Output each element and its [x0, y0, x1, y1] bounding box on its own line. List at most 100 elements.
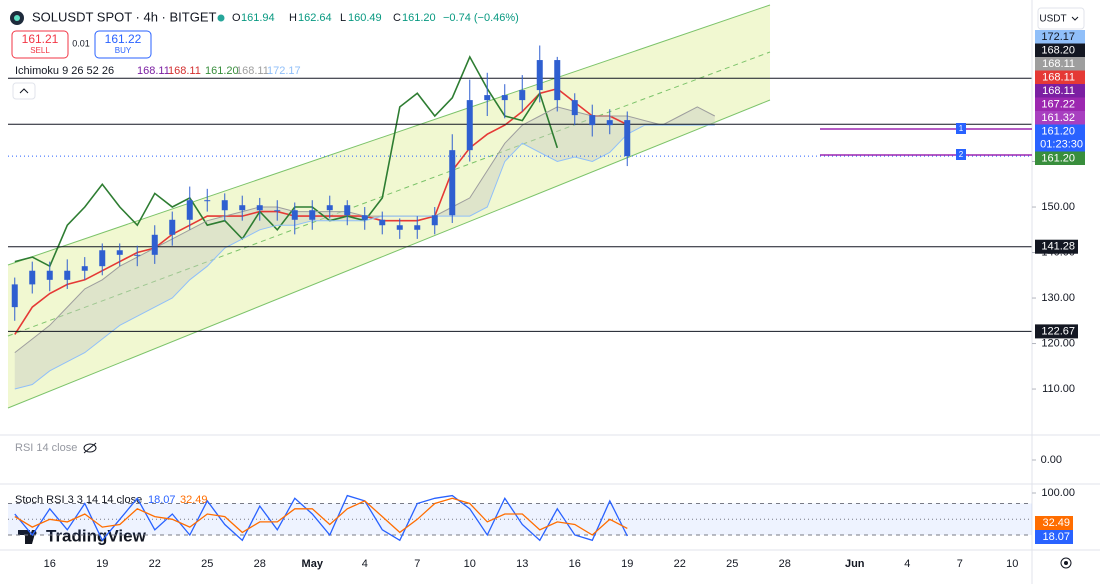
candle-body: [624, 120, 631, 157]
price-label: 168.11: [1042, 85, 1075, 97]
stoch-line: [14, 497, 628, 536]
price-label: 122.67: [1041, 325, 1075, 337]
candle-body: [606, 120, 613, 126]
x-tick-label: 19: [621, 558, 633, 570]
price-label-box: [1035, 151, 1085, 165]
candle-body: [396, 225, 403, 230]
x-tick-label: 25: [726, 558, 738, 570]
x-tick-label: 4: [362, 558, 368, 570]
price-label-box: [1035, 97, 1085, 111]
sell-button[interactable]: [11, 30, 69, 59]
candle-body: [519, 90, 526, 101]
settings-icon[interactable]: [1060, 557, 1072, 569]
ohlc-value: 161.94: [241, 12, 275, 24]
candle-body: [554, 60, 561, 101]
x-tick-label: 10: [1006, 558, 1018, 570]
stoch-line: [14, 494, 628, 542]
candle-body: [309, 210, 316, 220]
change: −0.74 (−0.46%): [443, 12, 519, 24]
ohlc-value: 160.49: [348, 12, 382, 24]
channel-fill: [8, 5, 770, 408]
price-label: 161.20: [1041, 125, 1075, 137]
dropdown-icon: [1071, 16, 1079, 21]
value-label: 32.49: [1042, 517, 1070, 529]
price-label-box: [1035, 84, 1085, 98]
candle-body: [169, 219, 176, 235]
indicator-value: 18.07: [148, 494, 176, 506]
indicator-value: 168.11: [168, 65, 201, 77]
indicator-value: 161.20: [205, 65, 239, 77]
alert-badge[interactable]: [956, 123, 966, 134]
symbol-icon: [14, 15, 20, 21]
price-label: 141.28: [1041, 241, 1075, 253]
x-tick-label: 16: [569, 558, 581, 570]
logo: TradingView: [46, 526, 147, 545]
price-label-box: [1035, 124, 1085, 152]
price-label-box: [1035, 239, 1078, 254]
indicator-label[interactable]: Ichimoku 9 26 52 26: [15, 65, 114, 77]
alert-badge[interactable]: [956, 149, 966, 160]
candle-body: [221, 200, 228, 211]
candle-body: [484, 95, 491, 101]
candle-body: [81, 266, 88, 271]
candle-body: [151, 234, 158, 255]
countdown: 01:23:30: [1040, 138, 1083, 150]
ohlc-label: L: [340, 12, 346, 24]
price-label: 172.17: [1041, 31, 1075, 43]
ohlc-value: 162.64: [298, 12, 332, 24]
x-tick-label: 28: [779, 558, 791, 570]
symbol[interactable]: SOLUSDT SPOT · 4h · BITGET: [32, 9, 217, 24]
ichimoku-line: [14, 87, 628, 335]
plot: [8, 45, 1032, 390]
buy-button[interactable]: [94, 30, 152, 59]
candle-body: [449, 150, 456, 216]
price-label: 168.20: [1041, 44, 1075, 56]
candle-body: [379, 219, 386, 226]
collapse-button[interactable]: [12, 82, 36, 100]
settings-icon: [1064, 561, 1068, 565]
price-label: 168.11: [1042, 71, 1075, 83]
candle-body: [344, 205, 351, 216]
x-tick-label: 13: [516, 558, 528, 570]
candle-body: [46, 270, 53, 280]
price-label: 161.20: [1041, 152, 1075, 164]
x-tick-label: Jun: [845, 558, 865, 570]
channel-mid: [7, 51, 771, 337]
y-tick-label: 100.00: [1041, 487, 1075, 499]
value-label: 18.07: [1042, 531, 1070, 543]
spread: 0.01: [72, 38, 90, 48]
candle-body: [256, 205, 263, 211]
candle-body: [466, 100, 473, 151]
currency-button[interactable]: [1037, 7, 1085, 30]
candle-body: [501, 95, 508, 101]
y-tick-label: 130.00: [1041, 292, 1075, 304]
indicator-value: 168.11: [137, 65, 170, 77]
channel-lower: [7, 99, 771, 409]
buy-label: BUY: [115, 46, 132, 55]
sell-price: 161.21: [22, 32, 59, 46]
candle-body: [99, 250, 106, 267]
price-label-box: [1035, 324, 1078, 339]
candle-body: [116, 250, 123, 255]
ohlc-value: 161.20: [402, 12, 436, 24]
x-tick-label: 4: [904, 558, 910, 570]
indicator-label[interactable]: Stoch RSI 3 3 14 14 close: [15, 494, 142, 506]
ichimoku-line: [14, 55, 559, 268]
indicator-value: 172.17: [267, 65, 301, 77]
candle-body: [536, 60, 543, 91]
price-label-box: [1035, 30, 1085, 44]
candle-body: [589, 115, 596, 126]
x-tick-label: 16: [44, 558, 56, 570]
candle-body: [29, 270, 36, 285]
y-tick-label: 120.00: [1041, 337, 1075, 349]
y-tick-label: 110.00: [1042, 383, 1075, 395]
alert-number: 1: [959, 124, 964, 133]
x-tick-label: May: [302, 558, 324, 570]
collapse-icon: [19, 88, 29, 94]
indicator-label[interactable]: RSI 14 close: [15, 442, 77, 454]
candle-body: [274, 210, 281, 212]
hidden-icon[interactable]: [83, 443, 97, 453]
candle-body: [571, 100, 578, 116]
currency: USDT: [1039, 14, 1066, 25]
